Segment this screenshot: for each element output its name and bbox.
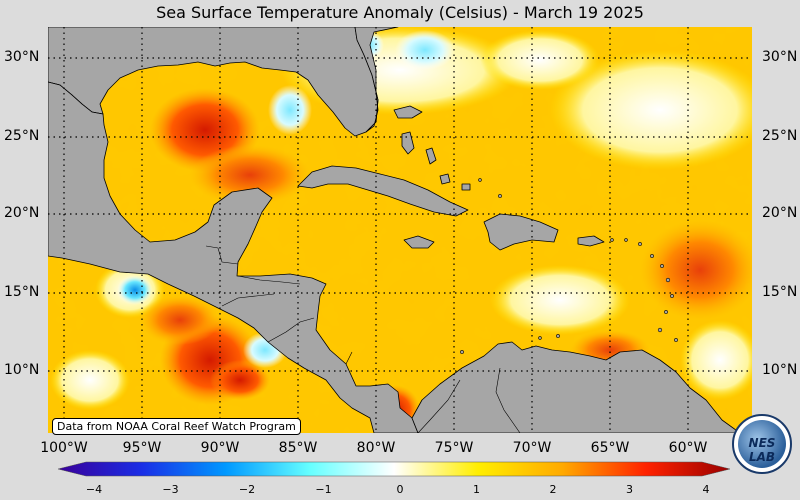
colorbar-tick-label: −4 xyxy=(85,483,103,496)
lesser-antilles xyxy=(460,178,678,354)
colorbar xyxy=(58,461,730,477)
lon-label: 95°W xyxy=(122,440,162,456)
colorbar-tick-label: −1 xyxy=(315,483,332,496)
lat-label: 25°N xyxy=(762,128,798,144)
land-jamaica xyxy=(403,235,435,249)
anomaly-patches xyxy=(50,27,752,433)
lat-label: 20°N xyxy=(762,205,798,221)
lon-label: 70°W xyxy=(512,440,552,456)
colorbar-tick-label: −2 xyxy=(238,483,256,496)
lat-label: 30°N xyxy=(762,49,798,65)
neslab-logo: NES LAB xyxy=(732,414,792,474)
data-credit: Data from NOAA Coral Reef Watch Program xyxy=(52,418,301,435)
map-canvas xyxy=(48,27,752,433)
lat-label: 30°N xyxy=(4,49,40,65)
lat-label: 10°N xyxy=(762,362,798,378)
colorbar-tick-label: 4 xyxy=(702,483,710,496)
lon-label: 85°W xyxy=(278,440,318,456)
land-masses xyxy=(48,27,741,433)
lon-label: 65°W xyxy=(590,440,630,456)
colorbar-bar xyxy=(58,461,730,477)
lat-label: 25°N xyxy=(4,128,40,144)
land-south-america xyxy=(411,341,741,433)
colorbar-tick-label: 3 xyxy=(626,483,633,496)
colorbar-tick-label: 1 xyxy=(473,483,480,496)
logo-text: NES LAB xyxy=(748,436,776,464)
land-mexico-central-america xyxy=(48,81,419,433)
lon-label: 75°W xyxy=(434,440,474,456)
lat-label: 10°N xyxy=(4,362,40,378)
lat-label: 20°N xyxy=(4,205,40,221)
sst-anomaly-map xyxy=(48,27,752,433)
lon-label: 60°W xyxy=(668,440,708,456)
lat-label: 15°N xyxy=(762,284,798,300)
colorbar-tick-label: 0 xyxy=(396,483,404,496)
colorbar-tick-label: −3 xyxy=(162,483,179,496)
graticule xyxy=(48,27,752,433)
logo-globe xyxy=(738,420,786,468)
land-bahamas xyxy=(393,105,471,191)
land-puerto-rico xyxy=(577,235,605,247)
land-hispaniola xyxy=(483,213,559,251)
colorbar-tick-label: 2 xyxy=(549,483,557,496)
land-cuba xyxy=(297,165,469,217)
lat-label: 15°N xyxy=(4,284,40,300)
map-title: Sea Surface Temperature Anomaly (Celsius… xyxy=(156,3,644,22)
lon-label: 90°W xyxy=(200,440,240,456)
lon-label: 100°W xyxy=(40,440,88,456)
lon-label: 80°W xyxy=(356,440,396,456)
land-florida xyxy=(354,27,399,133)
